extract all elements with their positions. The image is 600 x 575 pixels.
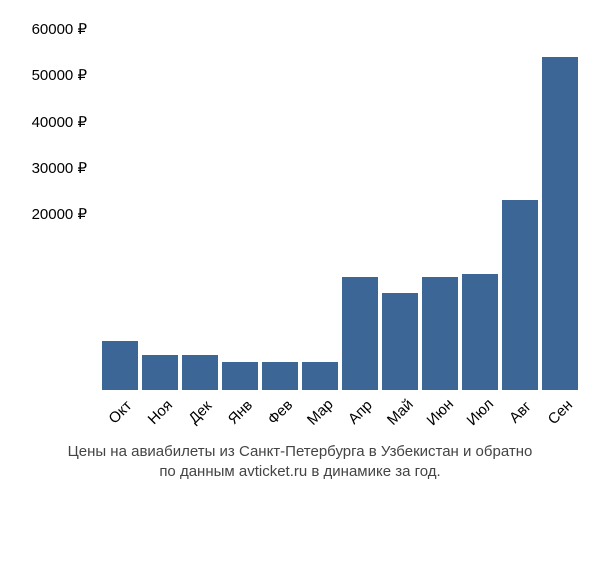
- plot-area: [100, 20, 580, 390]
- y-axis: 20000 ₽30000 ₽40000 ₽50000 ₽60000 ₽70000…: [0, 20, 95, 390]
- bar: [142, 355, 178, 390]
- price-chart: 20000 ₽30000 ₽40000 ₽50000 ₽60000 ₽70000…: [0, 0, 600, 500]
- bar: [222, 362, 258, 390]
- caption-line-2: по данным avticket.ru в динамике за год.: [159, 463, 440, 480]
- bar: [422, 277, 458, 390]
- bar: [382, 293, 418, 390]
- bar: [502, 200, 538, 390]
- bar: [342, 277, 378, 390]
- bar: [302, 362, 338, 390]
- bar: [102, 341, 138, 390]
- bar: [462, 274, 498, 390]
- x-axis: ОктНояДекЯнвФевМарАпрМайИюнИюлАвгСен: [100, 395, 580, 445]
- bar: [542, 57, 578, 390]
- bar: [182, 355, 218, 390]
- chart-caption: Цены на авиабилеты из Санкт-Петербурга в…: [0, 442, 600, 483]
- y-tick-label: 100000 ₽: [0, 0, 87, 205]
- bar: [262, 362, 298, 390]
- caption-line-1: Цены на авиабилеты из Санкт-Петербурга в…: [68, 443, 533, 460]
- bars-container: [100, 20, 580, 390]
